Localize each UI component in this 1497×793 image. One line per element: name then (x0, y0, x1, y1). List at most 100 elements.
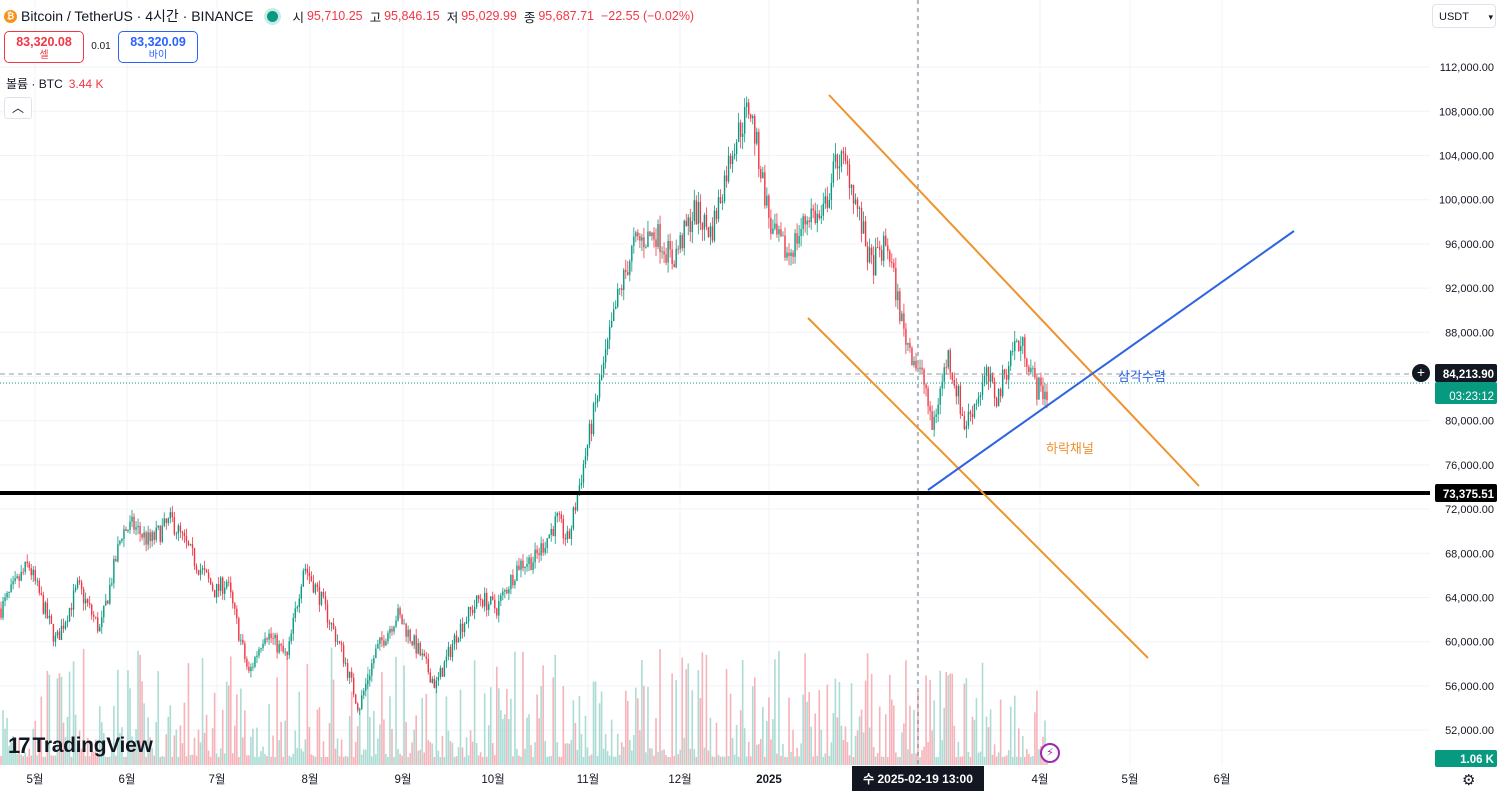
volume-bar (113, 705, 115, 765)
time-axis[interactable]: 5월 6월 7월 8월 9월 10월 11월 12월 2025 수 2025-02-19 13:0… (27, 766, 1231, 791)
candle-body (26, 561, 28, 564)
volume-bar (647, 686, 649, 765)
chevron-up-icon: ︿ (11, 101, 24, 115)
volume-bar (48, 674, 51, 765)
candle-body (97, 617, 99, 632)
lightning-icon[interactable]: ⚡ (1040, 743, 1060, 763)
candle-body (727, 155, 730, 182)
volume-bar (121, 727, 123, 765)
candle-body (705, 214, 708, 228)
volume-bar (673, 756, 675, 765)
candle-body (921, 367, 923, 370)
candle-body (885, 235, 887, 246)
volume-bar (818, 690, 821, 765)
symbol-title[interactable]: Bitcoin / TetherUS · 4시간 · BINANCE (21, 8, 254, 24)
currency-select[interactable]: USDT ▾ (1432, 4, 1496, 28)
candle-body (131, 516, 133, 522)
volume-bar (409, 753, 411, 765)
candle-body (794, 233, 796, 257)
tradingview-mark-icon: 17 (8, 733, 31, 758)
candle-body (105, 600, 107, 606)
volume-bar (191, 754, 194, 765)
candle-body (909, 343, 911, 348)
volume-bar (147, 717, 149, 765)
candle-body (232, 592, 234, 604)
volume-bar (727, 755, 730, 765)
volume-bar (739, 710, 742, 765)
triangle-trendline[interactable] (927, 230, 1295, 491)
candle-body (173, 517, 176, 535)
candle-body (286, 651, 288, 656)
candle-body (512, 574, 514, 586)
volume-bar (92, 751, 95, 765)
candle-body (324, 596, 327, 605)
volume-bar (768, 697, 770, 765)
candle-body (471, 609, 474, 614)
volume-bar (195, 755, 198, 765)
volume-bar (842, 739, 845, 765)
candle-body (451, 644, 454, 657)
volume-bar (308, 726, 311, 765)
volume-bar (151, 748, 153, 765)
candle-body (256, 655, 258, 658)
candle-body (554, 516, 556, 536)
candle-body (758, 131, 760, 170)
last-price-badge-bg (1435, 382, 1497, 404)
volume-bar (469, 730, 472, 765)
volume-bar (921, 750, 923, 765)
candle-body (923, 369, 925, 385)
candle-body (945, 367, 947, 369)
volume-bar (159, 756, 162, 765)
volume-bar (745, 756, 748, 765)
candle-body (385, 641, 387, 646)
volume-bar (927, 742, 929, 765)
price-axis[interactable]: 112,000.00 108,000.00 104,000.00 100,000.00… (1430, 0, 1497, 793)
candle-body (1007, 365, 1010, 380)
collapse-legend-button[interactable]: ︿ (4, 97, 32, 119)
candle-body (441, 667, 444, 677)
tradingview-logo[interactable]: 17 TradingView (8, 733, 153, 759)
candle-body (346, 663, 349, 678)
volume-bar (447, 730, 450, 765)
candle-body (393, 626, 395, 632)
candle-body (943, 367, 945, 382)
volume-bar (618, 754, 621, 765)
volume-bar (111, 746, 113, 765)
settings-gear-icon[interactable]: ⚙ (1462, 772, 1476, 789)
volume-bar (602, 748, 605, 765)
candle-body (367, 680, 369, 684)
volume-legend[interactable]: 볼륨 · BTC 3.44 K (6, 75, 103, 92)
volume-bar (751, 686, 754, 765)
candle-body (48, 615, 51, 619)
volume-bar (564, 743, 567, 765)
candle-body (1040, 377, 1042, 386)
add-alert-plus-icon[interactable]: + (1412, 364, 1430, 382)
volume-bar (755, 744, 758, 765)
channel-lower-line[interactable] (807, 317, 1149, 659)
candle-body (991, 372, 994, 382)
sell-button[interactable]: 83,320.08 셀 (4, 31, 84, 63)
volume-bar (792, 729, 794, 765)
candle-body (915, 360, 917, 369)
volume-bar (981, 662, 984, 765)
candle-body (1024, 337, 1026, 359)
y-tick-label: 96,000.00 (1445, 239, 1494, 251)
volume-bar (254, 756, 256, 765)
volume-bar (856, 730, 859, 765)
volume-bar (558, 756, 561, 765)
candle-body (752, 116, 754, 119)
volume-axis-label-bg (1435, 750, 1497, 767)
channel-upper-line[interactable] (828, 94, 1200, 487)
candle-body (931, 411, 933, 430)
buy-button[interactable]: 83,320.09 바이 (118, 31, 198, 63)
candle-body (649, 231, 651, 237)
volume-legend-value: 3.44 K (68, 77, 104, 91)
candle-body (191, 544, 194, 548)
buy-label: 바이 (148, 50, 168, 61)
candle-body (44, 602, 47, 614)
candle-body (659, 224, 661, 253)
drawings[interactable]: 하락채널 삼각수렴 (0, 0, 1430, 765)
volume-bar (169, 705, 172, 765)
volume-bar (937, 756, 939, 765)
